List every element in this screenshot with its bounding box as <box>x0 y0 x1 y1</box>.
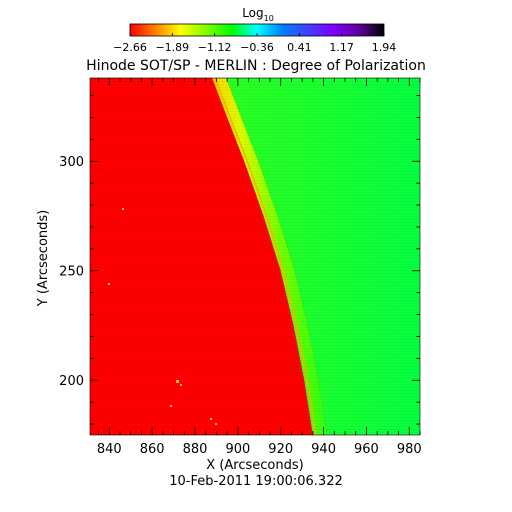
y-axis: 200 250 300 <box>59 95 420 425</box>
colorbar-tick-label: −1.89 <box>155 41 189 54</box>
y-tick-label: 300 <box>59 155 84 170</box>
x-tick-label: 940 <box>311 442 336 457</box>
colorbar-tick-label: 0.41 <box>287 41 312 54</box>
x-tick-label: 980 <box>397 442 422 457</box>
x-tick-label: 860 <box>140 442 165 457</box>
colorbar-label-main: Log <box>242 6 263 20</box>
chart-title: Hinode SOT/SP - MERLIN : Degree of Polar… <box>86 58 426 74</box>
y-axis-label: Y (Arcseconds) <box>36 210 51 307</box>
x-tick-label: 900 <box>225 442 250 457</box>
plot-frame <box>89 77 421 436</box>
colorbar-tick-label: 1.94 <box>372 41 397 54</box>
colorbar-ticks: −2.66 −1.89 −1.12 −0.36 0.41 1.17 1.94 <box>113 33 396 54</box>
colorbar-label: Log10 <box>242 6 274 23</box>
x-tick-label: 920 <box>268 442 293 457</box>
x-tick-label: 960 <box>354 442 379 457</box>
x-tick-label: 880 <box>183 442 208 457</box>
scanline-overlay <box>90 78 420 435</box>
heatmap-image <box>90 78 420 435</box>
x-tick-label: 840 <box>97 442 122 457</box>
colorbar-tick-label: 1.17 <box>329 41 354 54</box>
colorbar-tick-label: −1.12 <box>198 41 232 54</box>
colorbar-tick-label: −2.66 <box>113 41 147 54</box>
y-tick-label: 250 <box>59 265 84 280</box>
y-tick-label: 200 <box>59 374 84 389</box>
colorbar-tick-label: −0.36 <box>240 41 274 54</box>
colorbar-label-sub: 10 <box>264 14 274 23</box>
x-axis: 840 860 880 900 920 940 960 980 <box>97 78 422 457</box>
x-axis-label: X (Arcseconds) <box>206 458 303 473</box>
observation-timestamp: 10-Feb-2011 19:00:06.322 <box>169 474 343 489</box>
